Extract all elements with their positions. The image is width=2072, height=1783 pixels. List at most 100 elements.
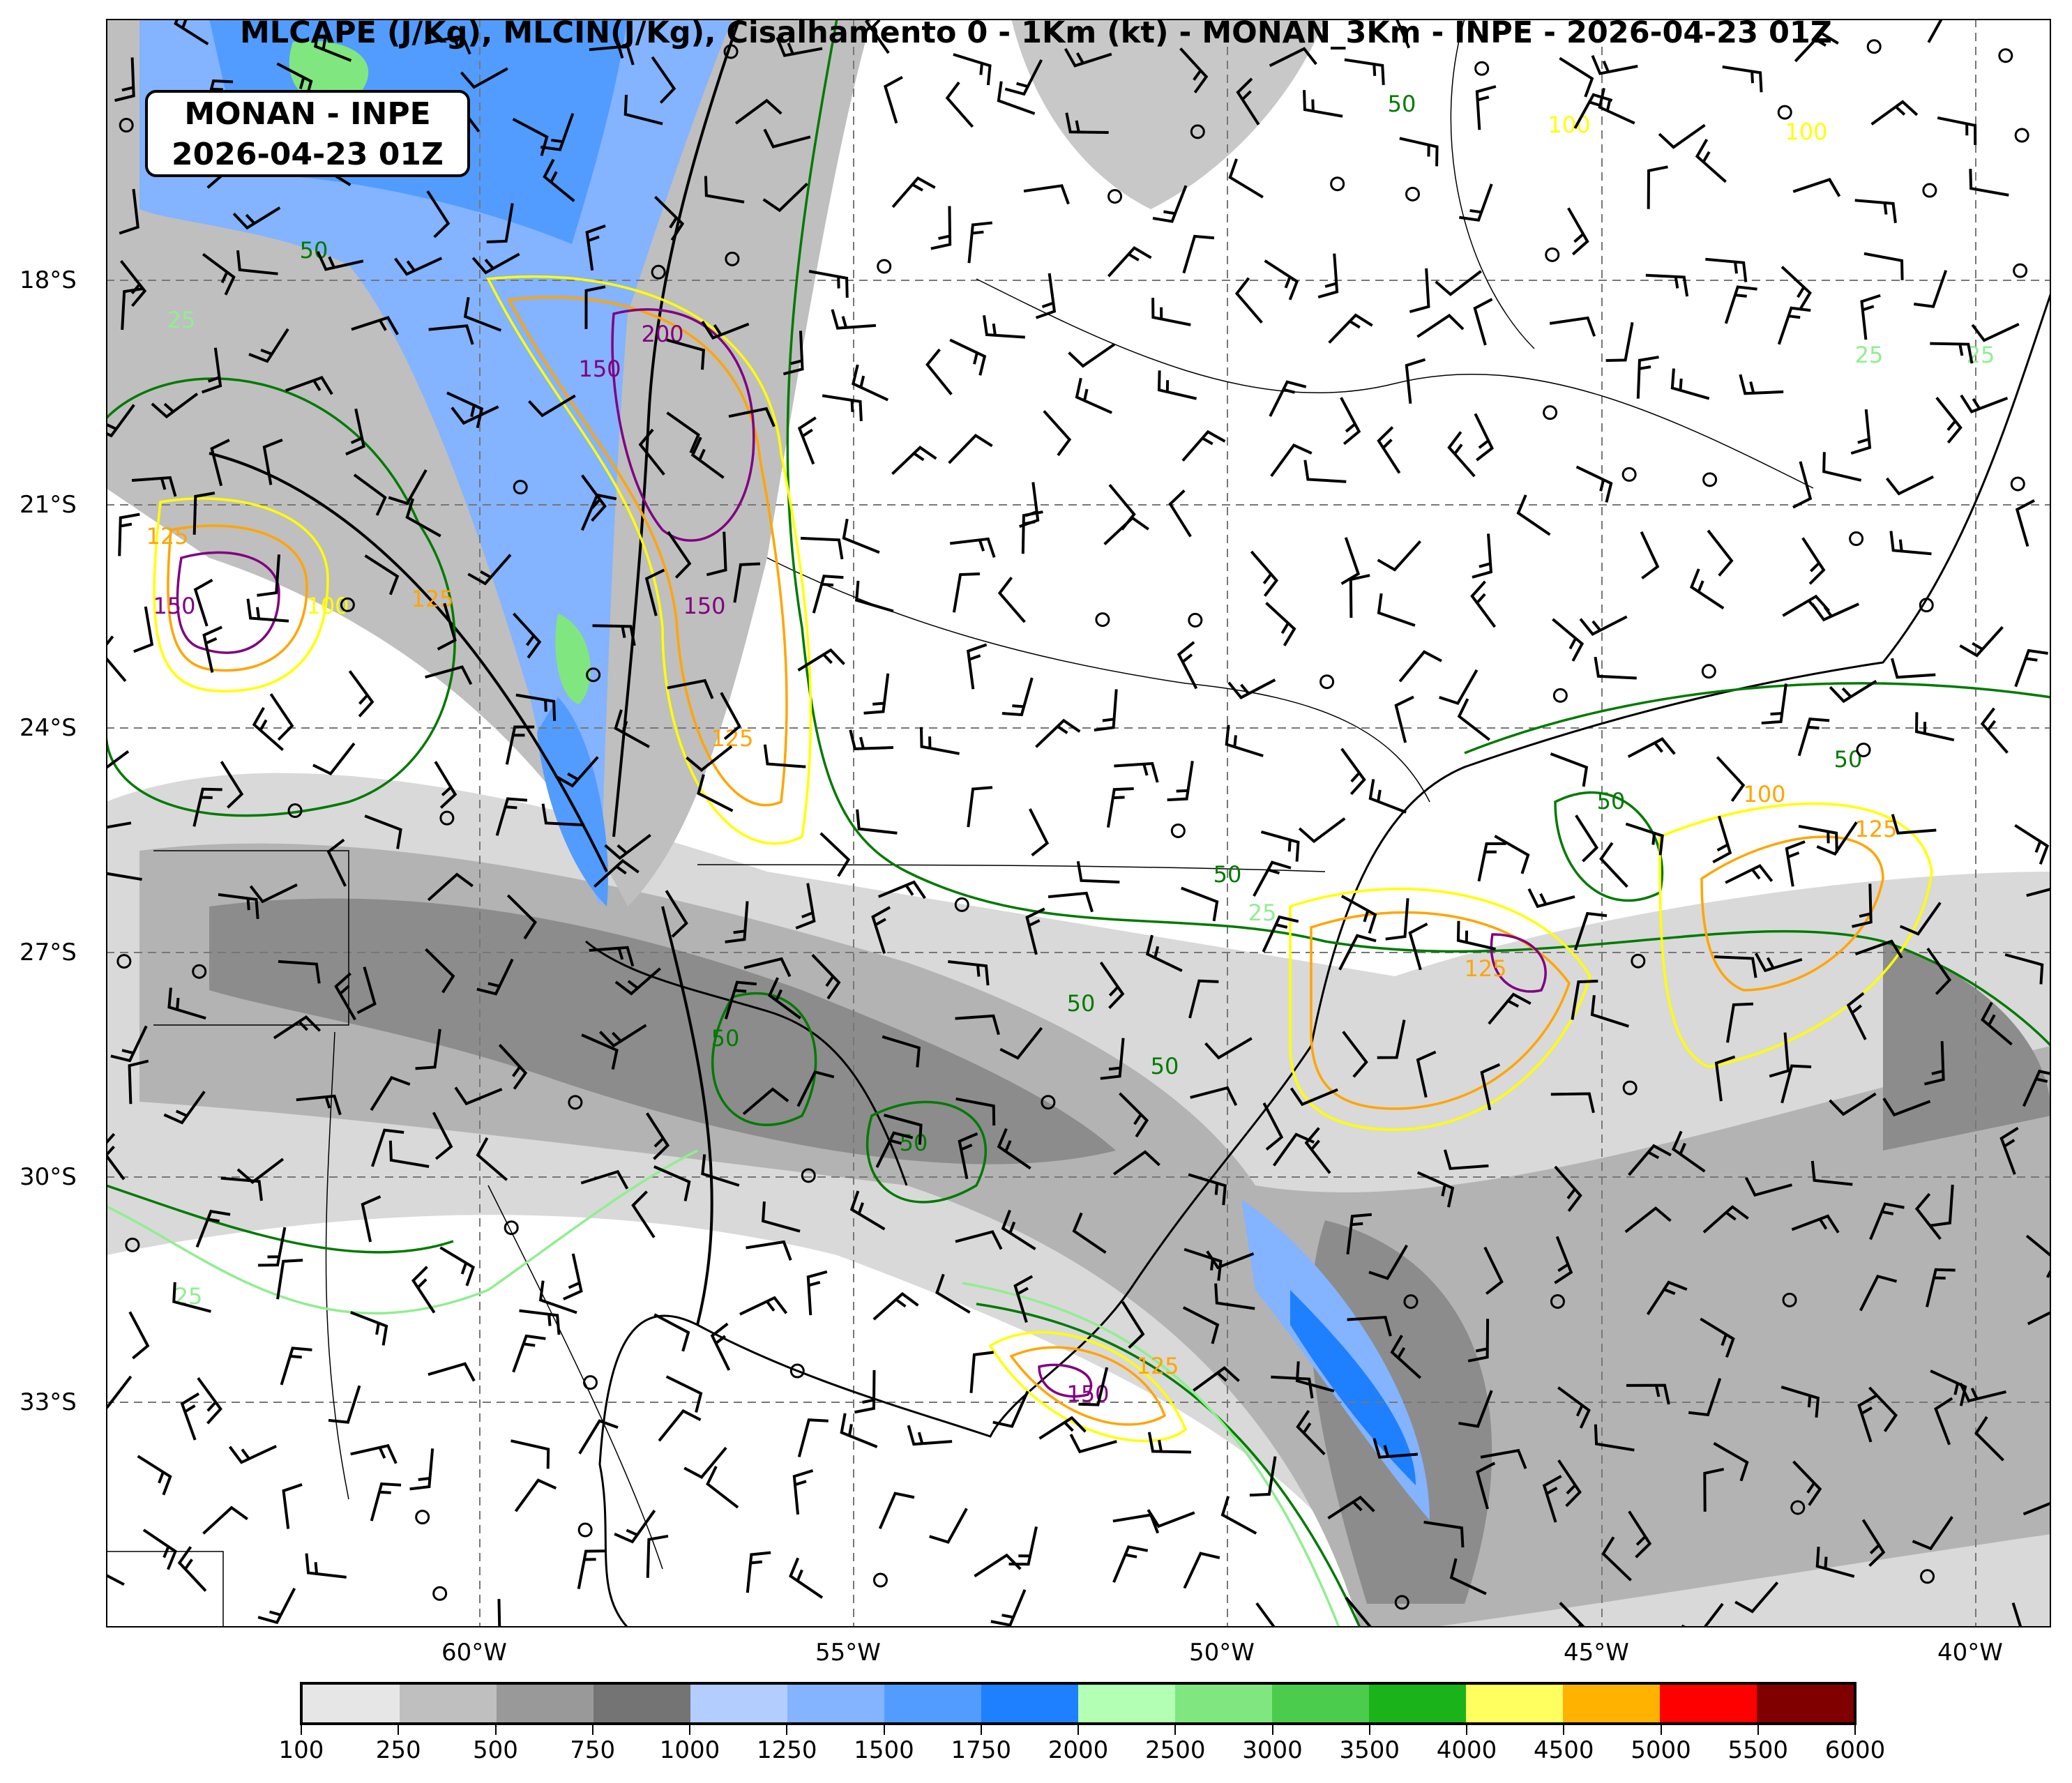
wind-barb [1013,1275,1034,1323]
wind-barb [929,1508,968,1544]
wind-barb [1688,1378,1722,1417]
wind-barb [1152,185,1188,223]
wind-barb [1640,531,1660,579]
wind-barb [1303,460,1347,483]
wind-barb [701,1154,740,1187]
wind-barb [364,814,402,849]
wind-barb [388,1140,430,1168]
wind-barb [1912,1516,1953,1551]
wind-barb [1457,698,1490,741]
wind-barb [1347,1315,1392,1337]
wind-barb [1573,911,1608,950]
contour-label: 125 [1136,1353,1179,1379]
wind-barb [1449,1558,1487,1595]
wind-barb [1861,1519,1886,1567]
calm-wind-circle [725,251,740,266]
wind-barb [1739,374,1784,395]
wind-barb [997,81,1036,115]
wind-barb [797,1418,829,1457]
wind-barb [800,536,844,560]
wind-barb [296,1094,342,1116]
colorbar-label: 750 [570,1736,616,1764]
wind-barb [919,727,960,755]
wind-barb [197,1376,222,1425]
calm-wind-circle [577,1522,593,1538]
wind-barb [177,1546,207,1592]
wind-barb [305,1553,347,1579]
wind-barb [1068,342,1116,368]
wind-barb [1260,830,1300,862]
wind-barb [955,1230,1003,1250]
cape-shading [106,19,2051,1628]
wind-barb [883,1114,923,1145]
wind-barb [1829,1092,1877,1116]
calm-wind-circle [116,954,132,969]
wind-barb [651,56,676,104]
wind-barb [1914,1192,1942,1240]
wind-barb [106,404,135,438]
wind-barb [1416,1050,1437,1098]
wind-barb [133,606,154,653]
wind-barb [1405,358,1426,404]
wind-barb [1399,137,1439,167]
wind-barb [1094,689,1118,731]
colorbar-tick [1660,1725,1662,1735]
wind-barb [1960,394,2009,413]
wind-barb [974,1553,1022,1578]
wind-barb [1262,1102,1284,1151]
colorbar-swatch [981,1685,1078,1722]
wind-barb [854,1370,876,1414]
wind-barb [598,1024,647,1048]
contour-label: 125 [411,586,453,612]
calm-wind-circle [1866,39,1882,54]
calm-wind-circle [1545,247,1560,262]
wind-barb [1470,580,1497,628]
wind-barb [246,598,289,623]
wind-barb [1338,934,1377,971]
wind-barb [1792,178,1841,197]
wind-barb [427,872,474,902]
wind-barb [1488,992,1532,1025]
calm-wind-circle [1190,124,1205,139]
wind-barb [195,1209,231,1248]
wind-barb [1377,1019,1406,1059]
wind-barb [163,1091,206,1125]
wind-barb [1076,860,1120,883]
wind-barb [1695,138,1727,183]
calm-wind-circle [1998,48,2013,63]
wind-barb [202,1505,248,1535]
wind-barb [1645,273,1689,297]
wind-barb [1065,112,1109,135]
wind-barb [1599,842,1628,888]
wind-barb [1028,808,1050,857]
colorbar-tick [301,1725,302,1735]
wind-barb [849,1190,886,1231]
wind-barb [513,612,542,659]
wind-barb [1981,1001,2013,1046]
wind-barb [1869,1202,1905,1240]
wind-barb [1368,779,1407,814]
wind-barb [451,405,499,425]
colorbar [300,1682,1857,1725]
wind-barb [1628,1510,1652,1558]
wind-barb [1145,934,1183,972]
wind-barb [967,786,993,828]
wind-barb [797,648,845,672]
wind-barb [1072,1212,1107,1254]
wind-barb [1915,712,1955,742]
wind-barb [1377,426,1401,474]
wind-barb [1439,669,1479,706]
wind-barb [819,832,851,877]
lat-label: 24°S [20,714,77,742]
wind-barb [528,394,576,418]
calm-wind-circle [1621,466,1637,482]
wind-barb [990,1589,1027,1627]
wind-barb [1234,277,1263,324]
wind-barb [1791,1214,1840,1234]
wind-barb [1628,1144,1672,1176]
wind-barb [353,473,387,516]
colorbar-label: 4000 [1436,1736,1497,1764]
wind-barb [1870,100,1919,126]
contour-label: 125 [711,725,753,752]
colorbar-tick [1466,1725,1467,1735]
